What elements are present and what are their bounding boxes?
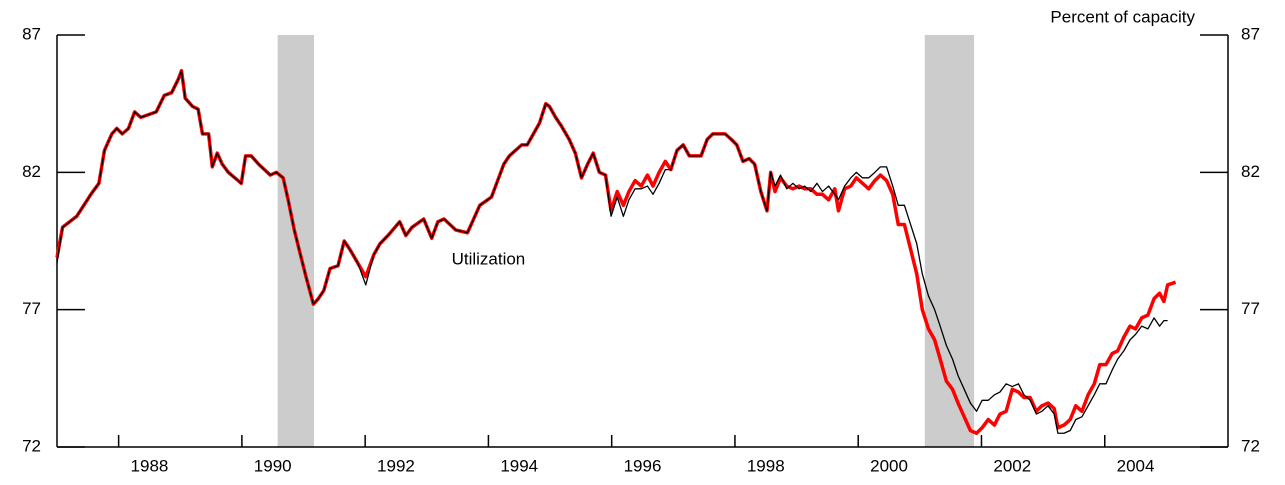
y2-tick-label: 72 (1241, 436, 1260, 455)
chart-title: Percent of capacity (1050, 7, 1195, 26)
x-tick-label: 1996 (624, 456, 662, 475)
x-tick-label: 2002 (993, 456, 1031, 475)
series-line (56, 70, 1168, 434)
x-tick-label: 1990 (254, 456, 292, 475)
recession-shade (924, 35, 975, 447)
x-tick-label: 1994 (500, 456, 538, 475)
x-tick-label: 1998 (747, 456, 785, 475)
y2-tick-label: 77 (1241, 299, 1260, 318)
y-tick-label: 77 (22, 299, 41, 318)
y-tick-label: 87 (22, 24, 41, 43)
y-tick-label: 82 (22, 162, 41, 181)
y-tick-label: 72 (22, 436, 41, 455)
series-line (55, 68, 1177, 436)
x-tick-label: 2000 (870, 456, 908, 475)
y2-tick-label: 87 (1241, 24, 1260, 43)
y2-tick-label: 82 (1241, 162, 1260, 181)
x-tick-label: 1992 (377, 456, 415, 475)
x-tick-label: 2004 (1117, 456, 1155, 475)
x-tick-label: 1988 (131, 456, 169, 475)
annotation: Utilization (452, 250, 526, 269)
